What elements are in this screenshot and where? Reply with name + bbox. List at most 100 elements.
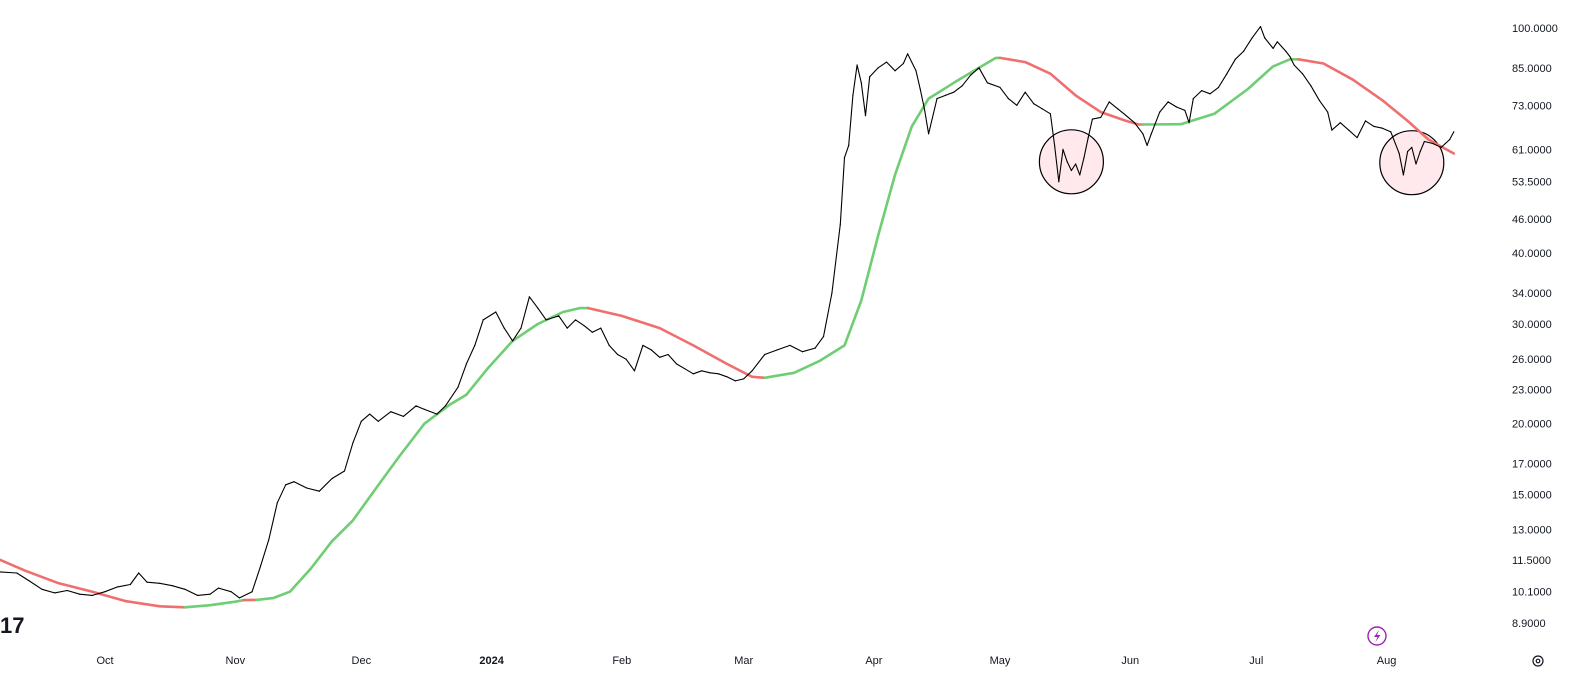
price-point (1091, 118, 1093, 120)
price-point (1285, 50, 1287, 52)
price-point (16, 572, 18, 574)
price-point (692, 373, 694, 375)
gear-icon-hub (1535, 658, 1541, 664)
price-point (633, 370, 636, 372)
y-tick-label: 8.9000 (1512, 618, 1546, 630)
price-point (528, 296, 531, 298)
price-point (856, 64, 858, 66)
price-point (318, 490, 320, 492)
price-point (1058, 181, 1060, 183)
price-point (117, 586, 119, 588)
price-point (701, 370, 703, 372)
price-point (171, 585, 173, 587)
price-point (1348, 129, 1350, 131)
flash-button[interactable] (1367, 626, 1387, 646)
price-point (1041, 108, 1043, 110)
price-point (902, 62, 905, 65)
price-point (360, 420, 362, 422)
ma-segment-up (1141, 58, 1300, 126)
price-point (1108, 101, 1110, 103)
price-point (999, 86, 1001, 88)
price-point (1301, 73, 1304, 75)
price-point (894, 70, 896, 72)
price-point (1264, 37, 1266, 39)
ma-segment-up (183, 598, 245, 609)
ma-segment-down (586, 306, 766, 380)
price-point (159, 582, 161, 584)
price-point (1007, 98, 1010, 100)
y-tick-label: 26.0000 (1512, 354, 1552, 366)
annotation-layer (1038, 129, 1445, 196)
logo-text: 17 (0, 613, 24, 638)
price-point (474, 344, 476, 346)
price-point (1234, 58, 1236, 60)
price-point (1276, 41, 1278, 43)
price-point (1075, 163, 1077, 165)
price-point (209, 593, 211, 595)
price-point (1381, 127, 1383, 129)
price-point (1125, 115, 1127, 117)
price-point (986, 82, 989, 84)
price-point (591, 331, 594, 333)
price-point (146, 581, 148, 583)
y-tick-label: 73.0000 (1512, 100, 1552, 112)
price-point (944, 94, 947, 96)
y-tick-label: 34.0000 (1512, 288, 1552, 300)
price-point (1133, 122, 1136, 124)
price-point (1024, 91, 1026, 93)
price-point (1419, 150, 1421, 153)
price-point (415, 405, 417, 407)
price-point (1201, 90, 1203, 92)
price-point (650, 349, 652, 351)
price-point (625, 358, 627, 360)
price-point (1259, 26, 1262, 28)
price-point (642, 344, 644, 346)
ma-segment-up (763, 56, 1002, 380)
price-point (1100, 116, 1102, 118)
price-point (1243, 50, 1245, 52)
price-point (1226, 73, 1228, 75)
price-point (1079, 174, 1081, 176)
y-tick-label: 17.0000 (1512, 459, 1552, 471)
price-point (1146, 144, 1148, 146)
x-tick-label: May (990, 655, 1011, 667)
x-tick-label: Jul (1249, 655, 1263, 667)
x-tick-label: Oct (96, 655, 113, 667)
price-point (91, 594, 93, 597)
price-point (751, 370, 753, 372)
price-point (251, 591, 253, 593)
x-tick-label: Nov (226, 655, 246, 667)
price-point (583, 325, 585, 327)
price-point (1356, 137, 1358, 139)
price-point (259, 565, 262, 567)
price-point (659, 356, 661, 358)
price-point (1407, 150, 1409, 153)
price-point (1318, 99, 1320, 101)
price-point (709, 372, 711, 374)
x-tick-label: Aug (1377, 655, 1397, 667)
tradingview-logo[interactable]: 17 (0, 613, 24, 638)
gear-icon (1532, 655, 1544, 667)
price-point (675, 363, 678, 365)
chart-settings-button[interactable] (1532, 655, 1544, 667)
price-point (1411, 146, 1413, 148)
price-point (566, 327, 568, 329)
price-point (520, 327, 522, 329)
price-point (41, 588, 43, 590)
x-tick-label: Feb (612, 655, 631, 667)
price-point (919, 88, 921, 90)
y-tick-label: 15.0000 (1512, 490, 1552, 502)
y-tick-label: 11.5000 (1512, 555, 1551, 567)
price-point (961, 85, 963, 87)
price-point (331, 478, 333, 480)
price-point (667, 353, 669, 356)
price-point (1209, 93, 1211, 95)
price-point (814, 347, 816, 349)
price-point (79, 593, 81, 595)
y-tick-label: 23.0000 (1512, 384, 1552, 396)
price-point (423, 408, 425, 410)
price-point (138, 572, 140, 574)
price-point (1066, 161, 1068, 163)
x-axis: Oct Nov Dec 2024 Feb Mar Apr May Jun Jul Aug (96, 655, 1396, 667)
